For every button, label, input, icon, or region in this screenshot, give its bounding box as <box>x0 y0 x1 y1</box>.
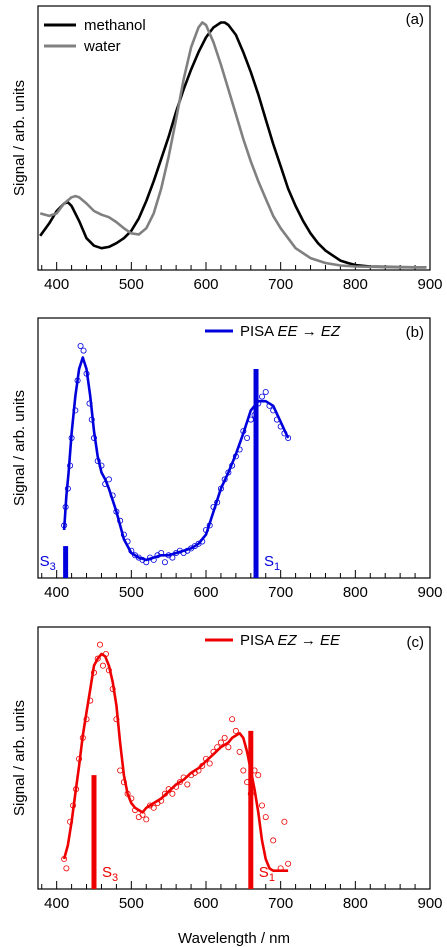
scatter-point <box>258 802 265 809</box>
x-tick-label: 900 <box>417 584 442 601</box>
transition-label: S3 <box>40 553 56 573</box>
x-tick-label: 600 <box>193 895 218 912</box>
series-line <box>62 652 289 872</box>
scatter-point <box>281 818 288 825</box>
legend-b-italic-2: EZ <box>321 323 341 340</box>
x-tick-label: 800 <box>343 584 368 601</box>
x-tick-label: 500 <box>119 895 144 912</box>
scatter-point <box>96 641 103 648</box>
panel-c-label: (c) <box>407 634 425 651</box>
legend-b-name: PISA <box>240 323 274 340</box>
legend-b-arrow: → <box>302 323 317 340</box>
panel-a: 400 500 600 700 800 900 Signal / arb. units (… <box>11 5 443 293</box>
x-tick-label: 900 <box>417 276 442 293</box>
panel-a-frame <box>37 5 431 271</box>
scatter-point <box>270 837 277 844</box>
scatter-point <box>236 748 243 755</box>
series-line <box>39 21 427 269</box>
scatter-point <box>240 767 247 774</box>
scatter-point <box>143 816 150 823</box>
scatter-point <box>80 347 87 354</box>
panel-a-legend: methanol water <box>44 17 146 55</box>
x-tick-label: 600 <box>193 276 218 293</box>
scatter-point <box>244 434 251 441</box>
x-tick-label: 800 <box>343 276 368 293</box>
panel-b-legend: PISA EE → EZ <box>205 323 341 340</box>
scatter-point <box>258 393 265 400</box>
panel-c-frame <box>37 626 431 890</box>
legend-pisa-ee-ez-label: PISA EE → EZ <box>240 323 341 340</box>
legend-c-italic-2: EE <box>320 632 341 649</box>
panel-a-ylabel: Signal / arb. units <box>11 80 28 196</box>
x-tick-label: 600 <box>193 584 218 601</box>
scatter-point <box>217 739 224 746</box>
panel-a-tick-labels: 400 500 600 700 800 900 <box>44 276 442 293</box>
panel-c-ylabel: Signal / arb. units <box>11 700 28 816</box>
scatter-point <box>255 772 262 779</box>
legend-methanol-label: methanol <box>84 17 146 34</box>
series-line <box>62 356 290 562</box>
scatter-point <box>184 781 191 788</box>
transition-label: S1 <box>264 553 280 573</box>
panel-b-label: (b) <box>406 324 424 341</box>
x-tick-label: 900 <box>417 895 442 912</box>
series-line <box>39 21 427 269</box>
legend-c-name: PISA <box>240 632 274 649</box>
scatter-point <box>229 716 236 723</box>
scatter-point <box>169 790 176 797</box>
scatter-point <box>225 744 232 751</box>
scatter-point <box>176 779 183 786</box>
panel-b-tick-labels: 400 500 600 700 800 900 <box>44 584 442 601</box>
panel-c-tick-labels: 400 500 600 700 800 900 <box>44 895 442 912</box>
scatter-point <box>135 814 142 821</box>
panel-c-legend: PISA EZ → EE <box>205 632 341 649</box>
x-tick-label: 800 <box>343 895 368 912</box>
scatter-point <box>77 342 84 349</box>
scatter-point <box>161 559 168 566</box>
panel-a-plot <box>39 21 427 269</box>
scatter-point <box>150 804 157 811</box>
scatter-point <box>262 388 269 395</box>
x-tick-label: 700 <box>268 276 293 293</box>
scatter-point <box>63 865 70 872</box>
scatter-point <box>99 662 106 669</box>
panel-b: S3 S1 400 500 600 700 800 900 Signal / arb. un… <box>11 317 443 601</box>
x-tick-label: 400 <box>44 276 69 293</box>
transition-label: S1 <box>259 864 275 884</box>
panel-c: S3 S1 400 500 600 700 800 900 Signal / arb. un… <box>11 626 443 947</box>
scatter-point <box>221 734 228 741</box>
panel-b-ticks <box>41 570 431 578</box>
panel-b-ylabel: Signal / arb. units <box>11 390 28 506</box>
x-tick-label: 500 <box>119 584 144 601</box>
x-tick-label: 400 <box>44 895 69 912</box>
x-tick-label: 500 <box>119 276 144 293</box>
x-tick-label: 700 <box>268 584 293 601</box>
panel-c-plot: S3 S1 <box>61 641 292 889</box>
scatter-point <box>262 814 269 821</box>
x-tick-label: 400 <box>44 584 69 601</box>
scatter-point <box>285 860 292 867</box>
legend-water-label: water <box>83 38 121 55</box>
panel-c-xlabel: Wavelength / nm <box>178 930 290 947</box>
panel-c-ticks <box>41 881 431 889</box>
legend-b-italic-1: EE <box>278 323 299 340</box>
panel-b-frame <box>37 317 431 579</box>
scatter-point <box>206 760 213 767</box>
panel-a-label: (a) <box>406 11 424 28</box>
x-tick-label: 700 <box>268 895 293 912</box>
legend-pisa-ez-ee-label: PISA EZ → EE <box>240 632 341 649</box>
transition-label: S3 <box>102 864 118 884</box>
legend-c-italic-1: EZ <box>278 632 298 649</box>
panel-b-plot: S3 S1 <box>40 342 292 578</box>
legend-c-arrow: → <box>301 632 316 649</box>
scatter-point <box>232 727 239 734</box>
